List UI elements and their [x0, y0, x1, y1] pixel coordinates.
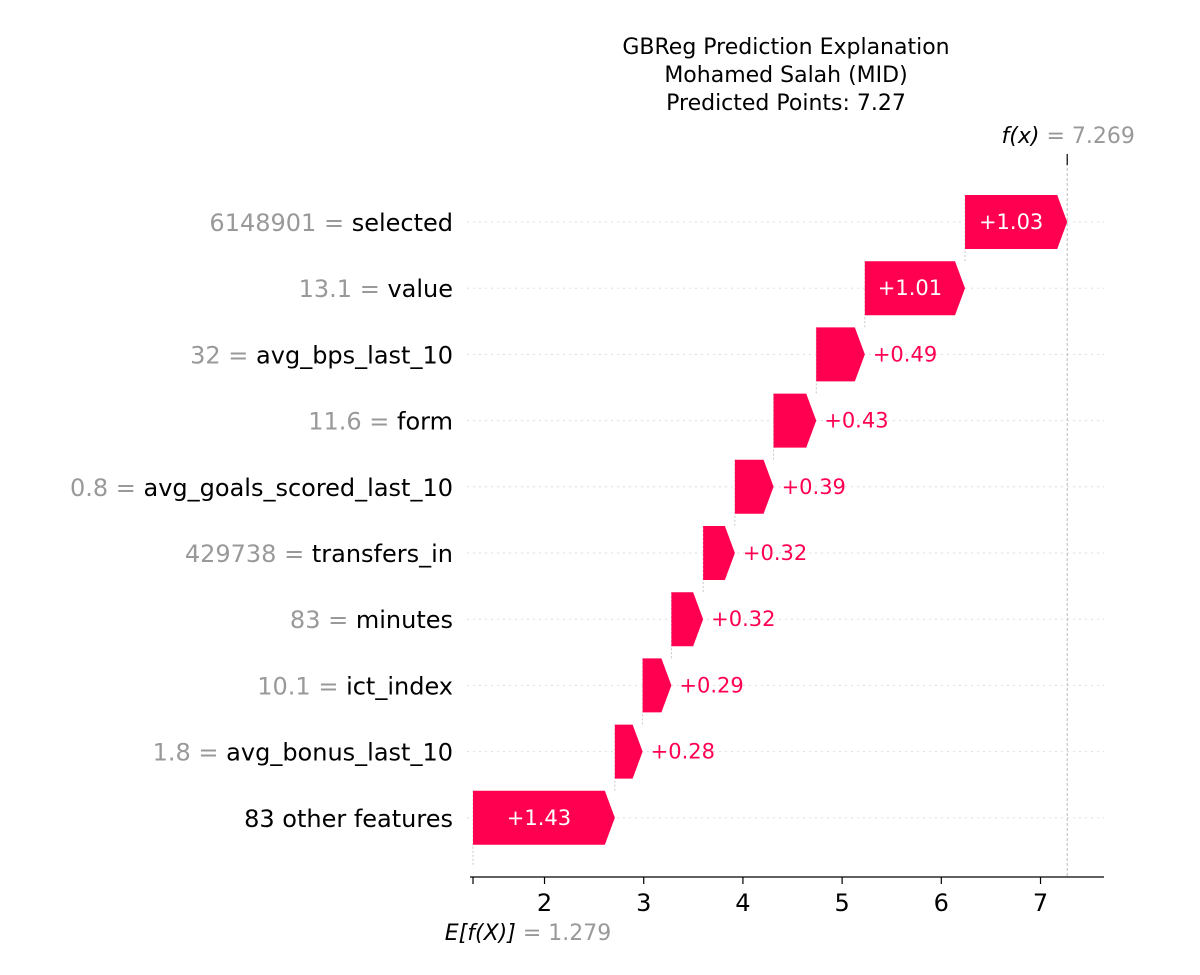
- bars: +1.03 +1.01 +0.49 +0.43 +0.39 +0.32 +0.32 +0.29…: [473, 195, 1068, 845]
- bar: [734, 459, 774, 514]
- fx-label: f(x): [1002, 124, 1040, 149]
- equals-sign: =: [316, 209, 351, 237]
- feature-value: 11.6: [308, 408, 361, 436]
- bar-value-label: +0.43: [824, 409, 888, 433]
- x-tick-label: 3: [636, 889, 651, 917]
- feature-label: 6148901 = selected: [209, 209, 453, 237]
- bar: [642, 658, 672, 713]
- bar-value-label: +0.32: [743, 541, 807, 565]
- grid-lines: [467, 221, 1104, 819]
- equals-sign: =: [311, 672, 346, 700]
- feature-name: transfers_in: [312, 540, 453, 568]
- feature-name: avg_bonus_last_10: [226, 739, 453, 767]
- feature-name: 83 other features: [244, 805, 453, 833]
- equals-sign: =: [352, 275, 387, 303]
- bar-value-label: +1.01: [878, 276, 942, 300]
- x-tick-label: 5: [834, 889, 849, 917]
- bar: [816, 327, 865, 382]
- reference-lines: [472, 154, 1068, 877]
- x-axis: 2 3 4 5 6 7: [470, 876, 1104, 917]
- x-tick-label: 2: [537, 889, 552, 917]
- base-label: E[f(X)]: [445, 921, 516, 946]
- bar: [473, 790, 615, 845]
- bar-value-label: +0.32: [711, 607, 775, 631]
- title-line-3: Predicted Points: 7.27: [666, 91, 906, 116]
- bar-value-label: +1.43: [507, 806, 571, 830]
- x-tick-label: 6: [934, 889, 949, 917]
- feature-value: 429738: [185, 540, 277, 568]
- bar: [671, 592, 704, 647]
- bar-value-label: +1.03: [979, 210, 1043, 234]
- x-tick-label: 7: [1033, 889, 1048, 917]
- feature-value: 13.1: [299, 275, 352, 303]
- equals-sign: =: [276, 540, 311, 568]
- chart-title: GBReg Prediction Explanation Mohamed Sal…: [622, 35, 949, 116]
- fx-annotation: f(x) = 7.269: [1002, 124, 1135, 149]
- annotations: f(x) = 7.269 E[f(X)] = 1.279: [445, 124, 1135, 946]
- bar: [965, 195, 1068, 249]
- feature-name: avg_bps_last_10: [256, 341, 453, 369]
- equals-sign: =: [221, 341, 256, 369]
- base-annotation: E[f(X)] = 1.279: [445, 921, 611, 946]
- bar: [703, 526, 735, 580]
- feature-label: 10.1 = ict_index: [257, 672, 453, 700]
- feature-value: 83: [290, 606, 321, 634]
- feature-value: 1.8: [153, 739, 191, 767]
- feature-label: 32 = avg_bps_last_10: [190, 341, 453, 369]
- equals-sign: =: [362, 408, 397, 436]
- feature-name: avg_goals_scored_last_10: [144, 474, 454, 502]
- bar-value-label: +0.49: [873, 342, 937, 366]
- feature-name: selected: [352, 209, 453, 237]
- feature-name: minutes: [356, 606, 453, 634]
- title-line-1: GBReg Prediction Explanation: [622, 35, 949, 60]
- bar: [773, 393, 817, 448]
- feature-label: 1.8 = avg_bonus_last_10: [153, 739, 453, 767]
- feature-labels: 6148901 = selected 13.1 = value 32 = avg_b…: [70, 209, 453, 833]
- bar-value-label: +0.39: [782, 475, 846, 499]
- feature-label: 13.1 = value: [299, 275, 453, 303]
- fx-value: = 7.269: [1039, 124, 1134, 149]
- feature-value: 0.8: [70, 474, 108, 502]
- feature-label: 429738 = transfers_in: [185, 540, 453, 568]
- feature-value: 10.1: [257, 672, 310, 700]
- feature-name: ict_index: [346, 672, 453, 700]
- base-value: = 1.279: [516, 921, 611, 946]
- feature-value: 32: [190, 341, 221, 369]
- equals-sign: =: [191, 739, 226, 767]
- feature-label: 83 other features: [244, 805, 453, 833]
- feature-value: 6148901: [209, 209, 316, 237]
- equals-sign: =: [320, 606, 355, 634]
- bar: [614, 724, 643, 779]
- feature-label: 83 = minutes: [290, 606, 453, 634]
- feature-name: value: [387, 275, 453, 303]
- x-tick-label: 4: [735, 889, 750, 917]
- title-line-2: Mohamed Salah (MID): [664, 63, 907, 88]
- feature-label: 11.6 = form: [308, 408, 453, 436]
- feature-label: 0.8 = avg_goals_scored_last_10: [70, 474, 453, 502]
- feature-name: form: [397, 408, 453, 436]
- bar-value-label: +0.28: [651, 740, 715, 764]
- bar-value-label: +0.29: [679, 673, 743, 697]
- bar: [864, 261, 966, 316]
- equals-sign: =: [108, 474, 143, 502]
